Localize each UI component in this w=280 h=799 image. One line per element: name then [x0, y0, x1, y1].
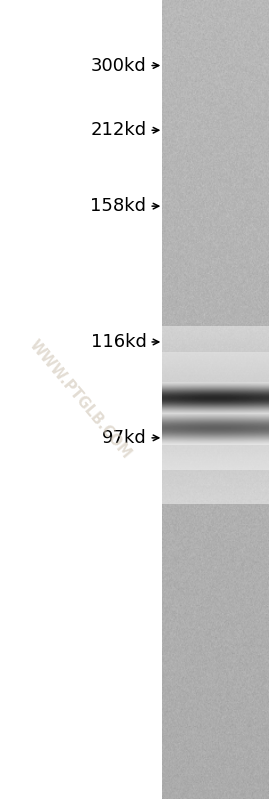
Text: 212kd: 212kd — [90, 121, 146, 139]
Text: 116kd: 116kd — [90, 333, 146, 351]
Text: WWW.PTGLB.COM: WWW.PTGLB.COM — [26, 337, 134, 462]
Text: 97kd: 97kd — [102, 429, 146, 447]
Text: 158kd: 158kd — [90, 197, 146, 215]
Text: 300kd: 300kd — [91, 57, 146, 74]
